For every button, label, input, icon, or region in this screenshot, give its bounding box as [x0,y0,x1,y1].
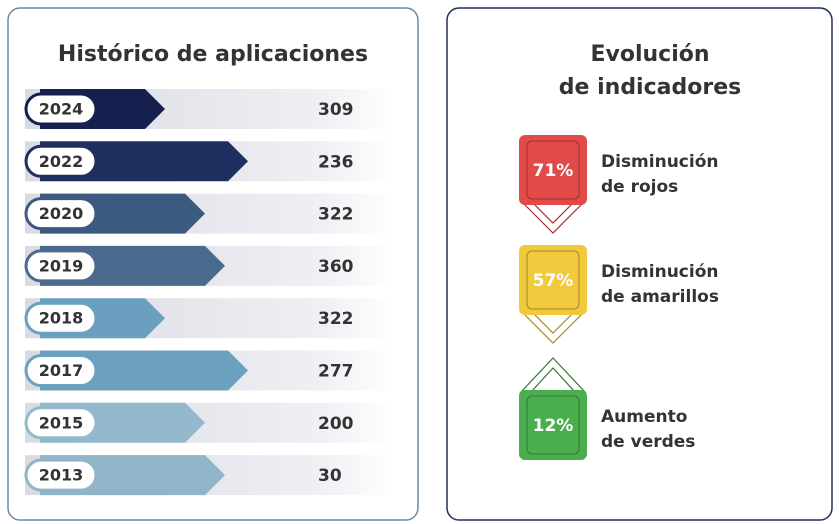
history-rows: 2024 309 2022 236 2020 322 2019 360 2018 322 2017 2… [24,89,395,496]
indicators-title: Evolución [590,42,709,67]
indicator-box [519,390,587,460]
indicator-label: de verdes [601,432,695,452]
count-label: 309 [318,100,354,120]
indicator-value: 12% [533,416,574,436]
year-pill [24,197,98,231]
count-label: 200 [318,414,354,434]
indicator-label: Disminución [601,262,719,282]
year-label: 2019 [39,256,84,275]
indicator-value: 57% [533,271,574,291]
year-label: 2022 [39,152,84,171]
indicator-box [519,245,587,315]
indicator-box [519,135,587,205]
year-pill [24,92,98,126]
year-pill [24,458,98,492]
year-label: 2018 [39,309,84,328]
indicator-list: 71% Disminución de rojos 57% Disminución de a… [519,135,719,460]
indicator-label: de rojos [601,177,678,197]
history-title: Histórico de aplicaciones [58,42,368,67]
indicator-inner [526,250,580,310]
year-pill [24,301,98,335]
indicator-label: Disminución [601,152,719,172]
indicator-label: de amarillos [601,287,719,307]
year-pill [24,249,98,283]
count-label: 360 [318,257,354,277]
year-label: 2024 [39,100,84,119]
year-pill [24,354,98,387]
year-label: 2020 [39,204,84,223]
year-pill [24,144,98,178]
year-label: 2015 [39,413,84,432]
year-label: 2017 [39,361,84,380]
indicators-title: de indicadores [559,75,741,100]
year-pill [24,406,98,440]
count-label: 30 [318,466,342,486]
count-label: 322 [318,205,354,225]
year-label: 2013 [39,466,84,485]
count-label: 277 [318,362,354,382]
indicator-value: 71% [533,161,574,181]
indicator-inner [526,140,580,200]
indicator-inner [526,395,580,455]
count-label: 236 [318,152,354,172]
count-label: 322 [318,309,354,329]
indicator-label: Aumento [601,407,687,427]
